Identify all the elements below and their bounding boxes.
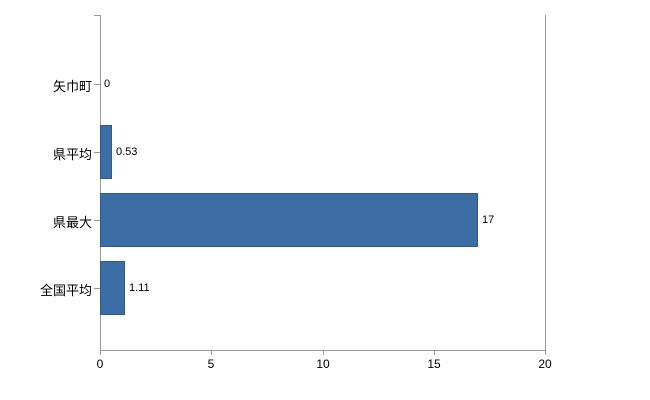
category-label: 矢巾町: [52, 79, 92, 94]
category-label: 県最大: [52, 215, 92, 230]
bar: [100, 261, 125, 315]
x-axis-tick: [211, 350, 212, 355]
plot-right-border: [545, 15, 546, 351]
category-tick: [94, 288, 100, 289]
x-axis-tick: [100, 350, 101, 355]
bar: [100, 125, 112, 179]
x-axis-tick: [434, 350, 435, 355]
x-tick-label: 20: [538, 357, 552, 371]
y-axis-end-tick: [94, 15, 100, 16]
x-tick-label: 10: [316, 357, 330, 371]
bar: [100, 193, 478, 247]
bar-value-label: 1.11: [129, 282, 150, 294]
x-tick-label: 5: [207, 357, 215, 371]
category-tick: [94, 152, 100, 153]
bar-value-label: 17: [482, 214, 495, 226]
category-tick: [94, 220, 100, 221]
category-tick: [94, 84, 100, 85]
x-tick-label: 15: [427, 357, 441, 371]
x-axis-tick: [323, 350, 324, 355]
category-label: 全国平均: [39, 283, 92, 298]
x-tick-label: 0: [96, 357, 104, 371]
bar-value-label: 0: [104, 78, 111, 90]
bar-value-label: 0.53: [116, 146, 138, 158]
x-axis-tick: [545, 350, 546, 355]
category-label: 県平均: [52, 147, 92, 162]
y-axis: [100, 15, 101, 351]
